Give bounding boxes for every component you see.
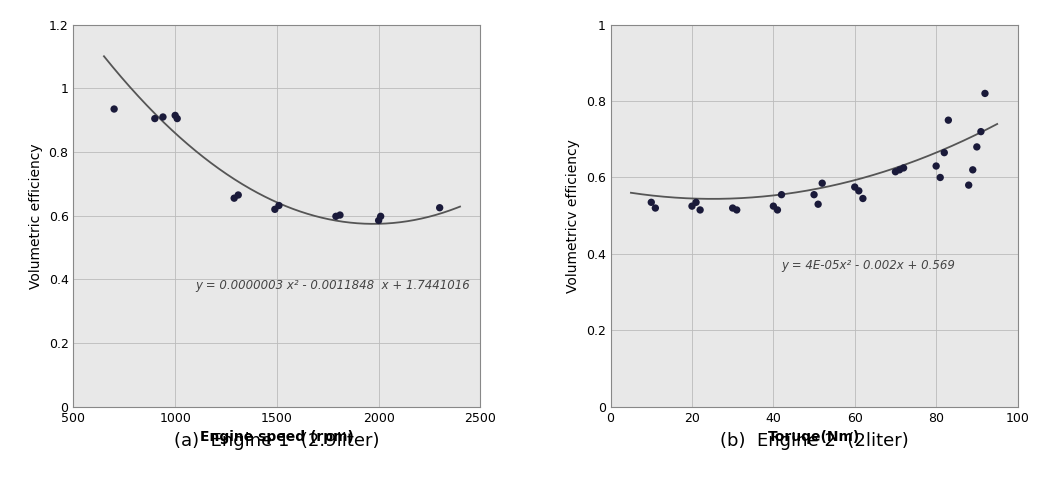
Point	[773, 191, 790, 199]
Point	[643, 198, 660, 206]
Point	[431, 204, 448, 211]
Text: (b)  Engine 2  (2liter): (b) Engine 2 (2liter)	[720, 432, 908, 450]
Point	[691, 206, 708, 214]
Point	[688, 198, 705, 206]
Point	[960, 181, 977, 189]
Point	[810, 200, 827, 208]
Y-axis label: Volumetric efficiency: Volumetric efficiency	[29, 143, 43, 288]
Point	[331, 211, 348, 219]
Point	[847, 183, 863, 191]
Point	[167, 111, 184, 119]
Point	[230, 191, 247, 199]
Point	[154, 113, 171, 121]
Point	[940, 116, 957, 124]
Point	[266, 206, 283, 213]
Point	[972, 128, 989, 136]
Text: (a)  Engine 1  (2.9liter): (a) Engine 1 (2.9liter)	[174, 432, 380, 450]
Point	[932, 174, 948, 181]
Point	[769, 206, 786, 214]
Text: y = 4E-05x² - 0.002x + 0.569: y = 4E-05x² - 0.002x + 0.569	[782, 259, 956, 272]
Point	[724, 204, 741, 212]
Point	[968, 143, 985, 151]
Point	[851, 187, 868, 195]
X-axis label: Toruqe(Nm): Toruqe(Nm)	[768, 430, 860, 444]
Point	[372, 212, 389, 220]
Point	[370, 216, 387, 224]
Point	[977, 90, 993, 98]
Point	[927, 162, 944, 170]
Point	[891, 166, 907, 174]
Point	[964, 166, 981, 174]
Point	[327, 212, 344, 220]
Point	[147, 115, 164, 123]
Point	[647, 204, 664, 212]
Point	[728, 206, 745, 214]
Y-axis label: Volumetricv efficiency: Volumetricv efficiency	[566, 139, 580, 293]
Point	[887, 168, 904, 176]
Point	[855, 195, 872, 203]
Text: y = 0.0000003 x² - 0.0011848  x + 1.7441016: y = 0.0000003 x² - 0.0011848 x + 1.74410…	[195, 279, 470, 292]
Point	[684, 202, 701, 210]
Point	[226, 194, 242, 202]
Point	[806, 191, 822, 199]
X-axis label: Engine speed (rpm): Engine speed (rpm)	[200, 430, 354, 444]
Point	[814, 179, 831, 187]
Point	[765, 202, 782, 210]
Point	[895, 164, 912, 172]
Point	[106, 105, 123, 113]
Point	[271, 202, 287, 210]
Point	[936, 149, 952, 157]
Point	[169, 115, 186, 123]
